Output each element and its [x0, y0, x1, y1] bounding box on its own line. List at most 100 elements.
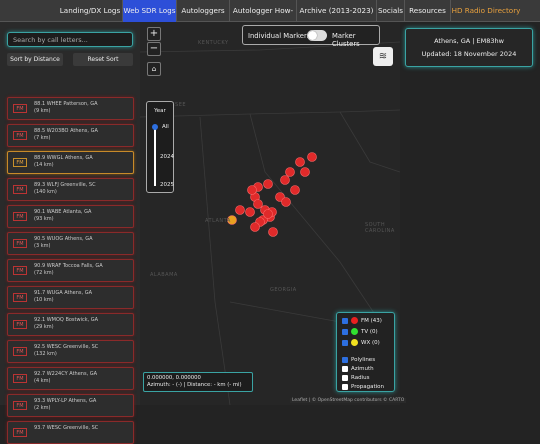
sort-button[interactable]: Sort by Distance — [7, 53, 63, 66]
station-title: 89.3 WLFJ Greenville, SC — [34, 182, 96, 188]
legend-item[interactable]: Polylines — [342, 356, 375, 365]
checkbox[interactable] — [342, 328, 348, 335]
station-marker[interactable] — [281, 197, 291, 207]
checkbox[interactable] — [342, 339, 348, 346]
station-card[interactable]: FM 88.1 WHEE Patterson, GA (9 km) — [7, 97, 134, 120]
station-title: 88.9 WWGL Athens, GA — [34, 155, 93, 161]
station-distance: (4 km) — [34, 378, 51, 384]
station-card[interactable]: FM 92.7 W224CY Athens, GA (4 km) — [7, 367, 134, 390]
toggle-label: Individual Markers — [248, 32, 311, 40]
zoom-out[interactable]: − — [147, 42, 161, 56]
station-marker[interactable] — [247, 185, 257, 195]
station-card[interactable]: FM 90.5 WUOG Athens, GA (3 km) — [7, 232, 134, 255]
legend-item[interactable]: Radius — [342, 374, 369, 383]
year-option: 2025 — [160, 182, 174, 188]
station-card[interactable]: FM 92.5 WESC Greenville, SC (132 km) — [7, 340, 134, 363]
attribution: Leaflet | © OpenStreetMap contributors ©… — [290, 398, 407, 403]
station-text: 90.1 WABE Atlanta, GA (93 km) — [34, 209, 91, 223]
station-card[interactable]: FM 93.7 WESC Greenville, SC — [7, 421, 134, 444]
layers-button[interactable]: ≋ — [373, 47, 393, 66]
station-marker[interactable] — [268, 227, 278, 237]
checkbox[interactable] — [342, 383, 348, 390]
legend-item[interactable]: Azimuth — [342, 365, 374, 374]
station-card[interactable]: FM 91.7 WUGA Athens, GA (10 km) — [7, 286, 134, 309]
band-badge: FM — [13, 293, 27, 302]
year-option: All — [162, 124, 169, 130]
slider-handle[interactable] — [152, 124, 158, 130]
map-lines — [140, 41, 400, 405]
station-text: 93.7 WESC Greenville, SC — [34, 425, 98, 432]
zoom-in[interactable]: + — [147, 27, 161, 41]
station-marker[interactable] — [295, 157, 305, 167]
station-marker[interactable] — [253, 199, 263, 209]
year-option: 2024 — [160, 154, 174, 160]
station-marker[interactable] — [235, 205, 245, 215]
station-marker[interactable] — [307, 152, 317, 162]
station-card[interactable]: FM 88.9 WWGL Athens, GA (14 km) — [7, 151, 134, 174]
checkbox[interactable] — [342, 317, 348, 324]
station-title: 93.7 WESC Greenville, SC — [34, 425, 99, 431]
station-text: 92.7 W224CY Athens, GA (4 km) — [34, 371, 97, 385]
legend-item[interactable]: Propagation — [342, 383, 384, 392]
station-card[interactable]: FM 93.3 WPLY-LP Athens, GA (2 km) — [7, 394, 134, 417]
reset-button[interactable]: Reset Sort — [73, 53, 133, 66]
nav-item[interactable]: Resources — [405, 0, 451, 22]
legend-label: FM (43) — [361, 318, 382, 324]
coords: 0.000000, 0.000000 — [147, 375, 201, 381]
station-title: 92.1 WMOQ Bostwick, GA — [34, 317, 99, 323]
nav-item[interactable]: Socials — [377, 0, 405, 22]
nav-item[interactable]: Autologger How-To — [230, 0, 297, 37]
station-text: 88.9 WWGL Athens, GA (14 km) — [34, 155, 93, 169]
nav-item[interactable]: Landing/DX Logs — [58, 0, 123, 22]
home-button[interactable]: ⌂ — [147, 62, 161, 76]
band-badge: FM — [13, 212, 27, 221]
station-marker[interactable] — [280, 175, 290, 185]
switch[interactable] — [307, 30, 327, 41]
legend-dot — [351, 328, 358, 335]
nav-item[interactable]: HD Radio Directory — [451, 6, 521, 15]
nav-item[interactable]: Web SDR Logs — [123, 0, 177, 22]
nav-item[interactable]: Autologgers — [177, 0, 230, 22]
station-card[interactable]: FM 92.1 WMOQ Bostwick, GA (29 km) — [7, 313, 134, 336]
station-distance: (9 km) — [34, 108, 51, 114]
band-badge: FM — [13, 320, 27, 329]
slider-track — [154, 126, 156, 186]
station-marker[interactable] — [245, 207, 255, 217]
station-distance: (2 km) — [34, 405, 51, 411]
nav-bar: Landing/DX Logs Web SDR Logs Autologgers Au… — [0, 0, 540, 37]
station-marker[interactable] — [250, 222, 260, 232]
band-badge: FM — [13, 401, 27, 410]
marker-toggle[interactable]: Individual Markers Marker Clusters — [242, 25, 380, 48]
legend-label: TV (0) — [361, 329, 378, 335]
station-text: 90.5 WUOG Athens, GA (3 km) — [34, 236, 93, 250]
checkbox[interactable] — [342, 365, 348, 372]
search-input[interactable]: Search by call letters... — [7, 32, 133, 47]
legend-item[interactable]: FM (43) — [342, 317, 382, 326]
station-title: 90.9 WRAF Toccoa Falls, GA — [34, 263, 103, 269]
checkbox[interactable] — [342, 356, 348, 363]
station-distance: (29 km) — [34, 324, 54, 330]
legend-item[interactable]: TV (0) — [342, 328, 378, 337]
nav-item[interactable]: Archive (2013-2023) — [297, 0, 377, 22]
station-marker[interactable] — [300, 167, 310, 177]
info-box: Athens, GA | EM83hw Updated: 18 November… — [405, 28, 533, 67]
checkbox[interactable] — [342, 374, 348, 381]
station-card[interactable]: FM 90.9 WRAF Toccoa Falls, GA (72 km) — [7, 259, 134, 282]
station-distance: (10 km) — [34, 297, 54, 303]
station-marker[interactable] — [285, 167, 295, 177]
year-slider[interactable]: Year All 2024 2025 — [146, 101, 174, 193]
station-card[interactable]: FM 89.3 WLFJ Greenville, SC (140 km) — [7, 178, 134, 201]
station-text: 90.9 WRAF Toccoa Falls, GA (72 km) — [34, 263, 103, 277]
station-marker[interactable] — [227, 215, 237, 225]
legend-label: WX (0) — [361, 340, 380, 346]
station-marker[interactable] — [263, 179, 273, 189]
station-marker[interactable] — [290, 185, 300, 195]
station-text: 92.1 WMOQ Bostwick, GA (29 km) — [34, 317, 98, 331]
band-badge: FM — [13, 374, 27, 383]
legend-item[interactable]: WX (0) — [342, 339, 380, 348]
station-marker[interactable] — [263, 209, 273, 219]
station-card[interactable]: FM 88.5 W203BO Athens, GA (7 km) — [7, 124, 134, 147]
legend-label: Polylines — [351, 357, 376, 363]
legend-label: Azimuth — [351, 366, 374, 372]
station-card[interactable]: FM 90.1 WABE Atlanta, GA (93 km) — [7, 205, 134, 228]
